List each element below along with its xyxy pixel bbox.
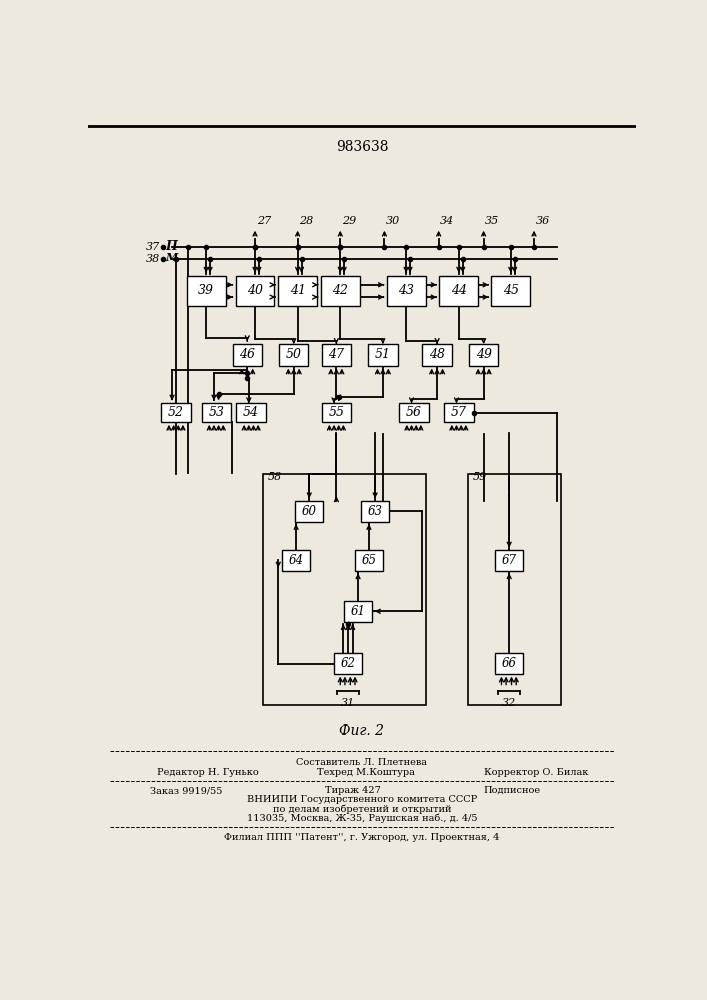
Text: 54: 54	[243, 406, 259, 419]
Bar	[322, 403, 351, 422]
Text: Составитель Л. Плетнева: Составитель Л. Плетнева	[296, 758, 428, 767]
Bar	[235, 276, 274, 306]
Text: 32: 32	[502, 698, 516, 708]
Text: 36: 36	[535, 216, 550, 226]
Text: 28: 28	[299, 216, 313, 226]
Bar	[334, 653, 362, 674]
Text: 57: 57	[451, 406, 467, 419]
Text: 65: 65	[361, 554, 376, 567]
Text: 35: 35	[485, 216, 499, 226]
Text: 66: 66	[502, 657, 517, 670]
Text: 43: 43	[398, 284, 414, 297]
Text: 52: 52	[168, 406, 184, 419]
Bar	[422, 344, 452, 366]
Text: 39: 39	[198, 284, 214, 297]
Text: 56: 56	[406, 406, 422, 419]
Text: по делам изобретений и открытий: по делам изобретений и открытий	[273, 805, 451, 814]
Text: 50: 50	[286, 348, 302, 361]
Text: 46: 46	[239, 348, 255, 361]
Text: 113035, Москва, Ж-35, Раушская наб., д. 4/5: 113035, Москва, Ж-35, Раушская наб., д. …	[247, 814, 477, 823]
Bar	[201, 403, 231, 422]
Bar	[469, 344, 498, 366]
Text: 51: 51	[375, 348, 391, 361]
Text: Редактор Н. Гунько: Редактор Н. Гунько	[156, 768, 258, 777]
Text: 34: 34	[440, 216, 455, 226]
Text: 67: 67	[502, 554, 517, 567]
Bar	[279, 276, 317, 306]
Text: 29: 29	[341, 216, 356, 226]
Bar	[236, 403, 266, 422]
Text: 53: 53	[209, 406, 224, 419]
Bar	[440, 276, 478, 306]
Text: М: М	[165, 252, 177, 263]
Bar	[279, 344, 308, 366]
Bar	[399, 403, 428, 422]
Text: 58: 58	[267, 472, 281, 482]
Bar	[361, 501, 389, 522]
Bar	[344, 601, 372, 622]
Text: 61: 61	[351, 605, 366, 618]
Bar	[444, 403, 474, 422]
Bar	[296, 501, 323, 522]
Text: 48: 48	[429, 348, 445, 361]
Text: 41: 41	[290, 284, 305, 297]
Bar	[495, 550, 523, 571]
Text: 60: 60	[302, 505, 317, 518]
Text: 55: 55	[328, 406, 344, 419]
Text: 44: 44	[451, 284, 467, 297]
Text: П: П	[165, 240, 177, 253]
Text: 45: 45	[503, 284, 519, 297]
Text: 49: 49	[476, 348, 491, 361]
Bar	[387, 276, 426, 306]
Text: 59: 59	[473, 472, 487, 482]
Text: 31: 31	[341, 698, 355, 708]
Text: Заказ 9919/55: Заказ 9919/55	[151, 786, 223, 795]
Bar	[263, 474, 426, 705]
Text: Фиг. 2: Фиг. 2	[339, 724, 385, 738]
Text: 62: 62	[341, 657, 356, 670]
Bar	[161, 403, 191, 422]
Text: 27: 27	[257, 216, 271, 226]
Text: 983638: 983638	[336, 140, 388, 154]
Bar	[187, 276, 226, 306]
Bar	[355, 550, 383, 571]
Text: 37: 37	[146, 242, 160, 252]
Bar	[468, 474, 561, 705]
Text: 30: 30	[386, 216, 400, 226]
Bar	[491, 276, 530, 306]
Text: 42: 42	[332, 284, 349, 297]
Text: 40: 40	[247, 284, 263, 297]
Text: Подписное: Подписное	[484, 786, 541, 795]
Text: ВНИИПИ Государственного комитета СССР: ВНИИПИ Государственного комитета СССР	[247, 795, 477, 804]
Text: 47: 47	[328, 348, 344, 361]
Bar	[495, 653, 523, 674]
Bar	[321, 276, 360, 306]
Text: 63: 63	[368, 505, 382, 518]
Text: Филиал ППП ''Патент'', г. Ужгород, ул. Проектная, 4: Филиал ППП ''Патент'', г. Ужгород, ул. П…	[224, 833, 500, 842]
Text: 64: 64	[288, 554, 303, 567]
Bar	[282, 550, 310, 571]
Bar	[233, 344, 262, 366]
Text: 38: 38	[146, 254, 160, 264]
Text: Тираж 427: Тираж 427	[325, 786, 380, 795]
Bar	[368, 344, 397, 366]
Text: Корректор О. Билак: Корректор О. Билак	[484, 768, 588, 777]
Bar	[322, 344, 351, 366]
Text: Техред М.Коштура: Техред М.Коштура	[317, 768, 415, 777]
